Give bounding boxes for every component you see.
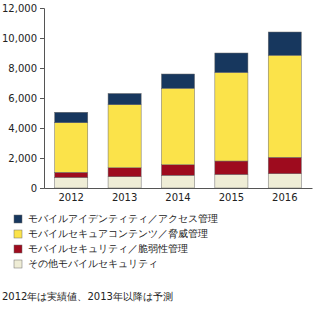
- legend-label: モバイルセキュリティ／脆弱性管理: [28, 243, 188, 254]
- bar-segment: [215, 53, 248, 73]
- y-tick-mark: [40, 128, 44, 129]
- y-tick-mark: [40, 68, 44, 69]
- x-tick: 2015: [219, 188, 244, 203]
- x-tick-label: 2012: [59, 192, 84, 203]
- x-tick-label: 2016: [272, 192, 297, 203]
- bar-segment: [215, 161, 248, 175]
- y-axis: 0 2,000 4,000 6,000 8,000 10,000 12,000: [2, 3, 45, 194]
- legend-label: モバイルセキュアコンテンツ／脅威管理: [28, 228, 208, 239]
- bar-segment: [55, 123, 88, 173]
- bar-segment: [268, 55, 301, 157]
- bar-segment: [108, 177, 141, 188]
- bar-segment: [161, 175, 194, 188]
- x-tick: 2013: [112, 188, 137, 203]
- bar-segment: [55, 178, 88, 189]
- annotation: 2012年は実績値、2013年以降は予測: [2, 291, 173, 302]
- y-tick: 2,000: [8, 153, 44, 164]
- y-tick-label: 8,000: [8, 63, 37, 74]
- x-tick: 2014: [165, 188, 190, 203]
- y-tick: 12,000: [2, 3, 44, 14]
- bar-segment: [108, 168, 141, 177]
- legend-swatch: [14, 260, 22, 268]
- bar-segment: [161, 165, 194, 176]
- x-tick: 2012: [59, 188, 84, 203]
- legend-label: モバイルアイデンティティ／アクセス管理: [28, 213, 218, 224]
- y-tick-label: 2,000: [8, 153, 37, 164]
- x-axis: 2012 2013 2014 2015 2016: [45, 188, 313, 203]
- y-tick-label: 12,000: [2, 3, 37, 14]
- y-tick: 6,000: [8, 93, 44, 104]
- x-tick: 2016: [272, 188, 297, 203]
- y-axis-line: [40, 9, 45, 189]
- y-tick-label: 4,000: [8, 123, 37, 134]
- x-tick-label: 2015: [219, 192, 244, 203]
- y-tick: 4,000: [8, 123, 44, 134]
- bar-segment: [268, 157, 301, 174]
- y-tick-mark: [40, 98, 44, 99]
- x-tick-label: 2014: [165, 192, 190, 203]
- legend-swatch: [14, 230, 22, 238]
- bar-segment: [55, 112, 88, 123]
- x-tick-label: 2013: [112, 192, 137, 203]
- y-tick-mark: [40, 188, 44, 189]
- legend-swatch: [14, 215, 22, 223]
- bar-segment: [108, 94, 141, 105]
- series: [55, 55, 302, 172]
- series: [55, 32, 302, 123]
- series: [55, 174, 302, 188]
- y-tick-mark: [40, 158, 44, 159]
- bar-segment: [55, 172, 88, 177]
- chart: 02,0004,0006,0008,00010,00012,0002012201…: [0, 0, 320, 320]
- legend: モバイルアイデンティティ／アクセス管理モバイルセキュアコンテンツ／脅威管理モバイ…: [14, 213, 218, 269]
- bar-segment: [215, 73, 248, 162]
- y-tick: 10,000: [2, 33, 44, 44]
- bar-segment: [108, 105, 141, 168]
- bar-segment: [161, 88, 194, 165]
- y-tick-label: 6,000: [8, 93, 37, 104]
- bar-segment: [215, 175, 248, 189]
- legend-swatch: [14, 245, 22, 253]
- bars: [55, 32, 302, 188]
- legend-label: その他モバイルセキュリティ: [28, 258, 158, 269]
- bar-segment: [161, 74, 194, 88]
- bar-segment: [268, 174, 301, 188]
- y-tick: 0: [31, 183, 44, 194]
- y-tick-mark: [40, 8, 44, 9]
- y-tick-label: 10,000: [2, 33, 37, 44]
- y-tick-mark: [40, 38, 44, 39]
- bar-segment: [268, 32, 301, 55]
- y-tick: 8,000: [8, 63, 44, 74]
- x-axis-line: [45, 188, 313, 189]
- y-tick-label: 0: [31, 183, 37, 194]
